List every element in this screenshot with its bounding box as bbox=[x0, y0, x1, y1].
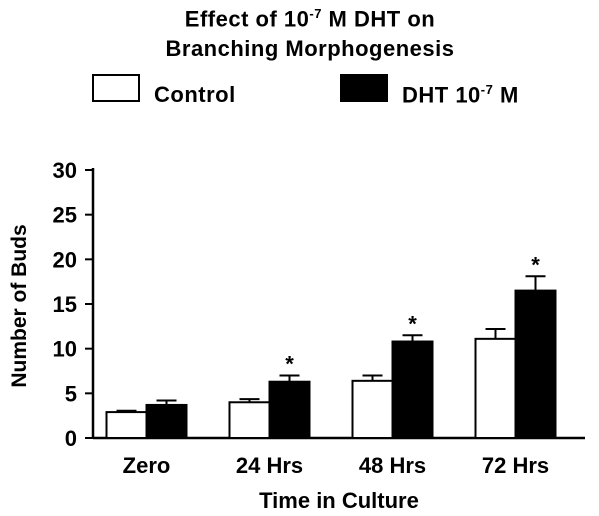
bar-dht bbox=[268, 380, 311, 439]
y-tick-label: 0 bbox=[65, 426, 77, 451]
bar-control bbox=[105, 411, 148, 439]
bar-control bbox=[474, 337, 517, 439]
legend-swatch-control bbox=[92, 74, 140, 102]
y-tick-label: 10 bbox=[53, 337, 77, 362]
x-category-label: 72 Hrs bbox=[482, 453, 549, 478]
legend-label-dht: DHT 10-7 M bbox=[402, 82, 519, 108]
chart-title-line2: Branching Morphogenesis bbox=[165, 36, 455, 61]
y-tick-label: 5 bbox=[65, 381, 77, 406]
y-tick-label: 30 bbox=[53, 158, 77, 183]
y-axis-label: Number of Buds bbox=[8, 224, 31, 387]
bar-control bbox=[351, 379, 394, 439]
bar-dht bbox=[514, 289, 557, 439]
significance-marker: * bbox=[285, 351, 294, 376]
legend-label-control: Control bbox=[154, 82, 236, 107]
significance-marker: * bbox=[408, 311, 417, 336]
y-tick-label: 25 bbox=[53, 203, 77, 228]
bar-control bbox=[228, 401, 271, 439]
x-category-label: Zero bbox=[123, 453, 171, 478]
significance-marker: * bbox=[531, 252, 540, 277]
y-tick-label: 15 bbox=[53, 292, 77, 317]
bar-dht bbox=[145, 403, 188, 439]
x-axis-label: Time in Culture bbox=[259, 488, 419, 513]
bar-dht bbox=[391, 340, 434, 439]
y-tick-label: 20 bbox=[53, 247, 77, 272]
chart-title-line1: Effect of 10-7 M DHT on bbox=[184, 6, 436, 32]
x-category-label: 48 Hrs bbox=[359, 453, 426, 478]
legend-swatch-dht bbox=[340, 74, 388, 102]
x-category-label: 24 Hrs bbox=[236, 453, 303, 478]
